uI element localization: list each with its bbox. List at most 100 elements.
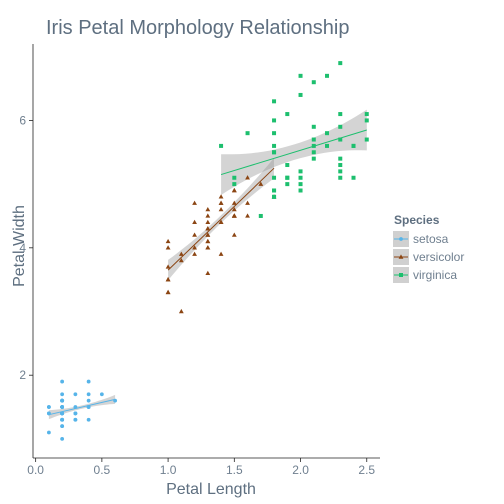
point-virginica [272,99,277,104]
point-virginica [311,150,316,155]
point-versicolor [165,277,171,282]
fit-lines [48,129,367,416]
point-setosa [99,392,104,397]
point-virginica [311,137,316,142]
point-versicolor [205,238,211,244]
point-setosa [60,392,65,397]
point-setosa [46,430,51,435]
point-virginica [338,124,343,129]
point-setosa [60,379,65,384]
point-virginica [285,112,290,117]
point-versicolor [231,187,237,193]
x-axis-title: Petal Length [166,481,256,498]
point-versicolor [231,207,237,212]
legend-label-virginica: virginica [413,268,457,282]
point-virginica [298,188,303,193]
point-versicolor [165,289,171,295]
point-virginica [285,175,290,180]
point-virginica [298,175,303,180]
point-setosa [73,417,78,422]
point-setosa [73,411,78,416]
point-versicolor [205,226,211,231]
point-virginica [311,124,316,129]
point-versicolor [165,264,171,269]
point-virginica [245,131,250,136]
x-tick-label: 0.5 [94,463,111,477]
point-setosa [60,417,65,422]
chart-title: Iris Petal Morphology Relationship [46,17,350,39]
point-virginica [351,175,356,180]
point-virginica [298,169,303,174]
point-versicolor [231,232,237,237]
point-virginica [298,92,303,97]
point-versicolor [218,251,224,256]
point-virginica [338,175,343,180]
x-tick-label: 0.0 [27,463,44,477]
legend-marker-versicolor [398,254,404,259]
point-versicolor [192,245,197,250]
point-versicolor [192,232,197,237]
point-versicolor [258,181,264,186]
point-versicolor [205,232,211,237]
point-versicolor [205,245,211,250]
x-tick-label: 1.5 [226,463,243,477]
point-virginica [232,175,237,180]
point-versicolor [192,219,197,225]
point-virginica [364,118,369,123]
point-virginica [311,80,316,85]
point-virginica [219,143,224,148]
legend-label-versicolor: versicolor [413,250,464,264]
point-virginica [298,73,303,78]
point-setosa [86,398,91,403]
point-virginica [325,143,330,148]
data-points [46,61,369,441]
legend: Species setosa versicolor virginica [393,213,464,283]
point-versicolor [245,213,250,218]
point-virginica [272,175,277,180]
point-versicolor [245,200,250,205]
point-virginica [364,112,369,117]
point-setosa [60,424,65,429]
point-setosa [60,411,65,416]
point-virginica [272,188,277,193]
point-setosa [86,392,91,397]
point-virginica [338,112,343,117]
point-virginica [298,182,303,187]
legend-label-setosa: setosa [413,232,449,246]
point-versicolor [192,200,197,205]
legend-marker-setosa [399,237,403,241]
point-setosa [86,417,91,422]
y-tick-label: 6 [19,113,26,127]
point-virginica [232,182,237,187]
point-versicolor [192,251,197,256]
point-virginica [272,118,277,123]
point-versicolor [218,200,224,205]
fit-line-setosa [48,398,116,416]
fit-line-versicolor [167,167,275,271]
point-versicolor [178,308,184,314]
point-setosa [73,392,78,397]
point-versicolor [231,200,237,205]
point-virginica [338,61,343,66]
plot-area [46,61,369,441]
point-setosa [46,405,51,409]
point-setosa [73,405,78,409]
point-virginica [285,182,290,187]
point-versicolor [218,207,224,212]
point-setosa [60,436,65,441]
point-virginica [272,131,277,136]
point-setosa [86,405,91,409]
point-virginica [285,163,290,168]
fit-line-virginica [220,129,367,176]
point-setosa [60,405,65,409]
point-versicolor [218,219,224,225]
point-setosa [46,411,51,416]
point-virginica [272,194,277,199]
point-virginica [338,156,343,161]
confidence-bands [48,109,367,420]
x-tick-label: 2.0 [292,463,309,477]
point-versicolor [231,213,237,218]
axes: 0.0 0.5 1.0 1.5 2.0 2.5 2 4 6 [19,44,380,477]
x-tick-label: 1.0 [160,463,177,477]
legend-marker-virginica [399,273,403,277]
